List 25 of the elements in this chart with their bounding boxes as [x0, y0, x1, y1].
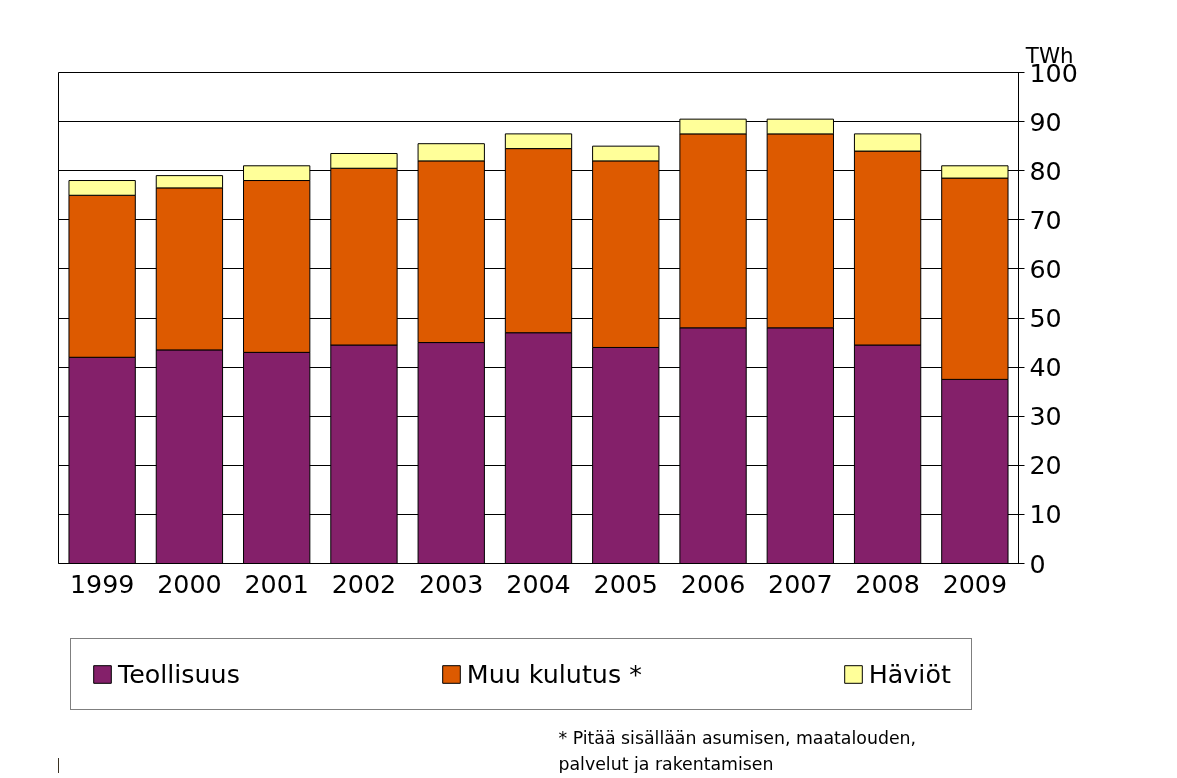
y-tick-label: 40: [1029, 352, 1062, 383]
y-tick-label: 60: [1029, 253, 1062, 284]
x-tick-label: 2008: [855, 568, 920, 599]
y-tick-label: 80: [1029, 155, 1062, 186]
x-tick-label: 2002: [331, 568, 397, 599]
legend-label: Teollisuus: [118, 659, 240, 689]
y-tick-label: 30: [1029, 401, 1062, 432]
y-tick-label: 90: [1029, 106, 1062, 137]
legend-label: Häviöt: [868, 659, 951, 689]
x-tick-label: 2000: [157, 568, 222, 599]
x-tick-label: 2005: [593, 568, 659, 599]
x-tick-label: 2007: [768, 568, 833, 599]
y-tick-label: 0: [1029, 548, 1046, 579]
y-tick-label: 10: [1029, 499, 1062, 530]
x-tick-label: 1999: [69, 568, 135, 599]
x-tick-label: 2009: [942, 568, 1008, 599]
y-tick-label: 50: [1029, 303, 1062, 333]
x-tick-label: 2003: [419, 568, 484, 599]
x-tick-label: 2004: [506, 568, 571, 599]
y-tick-label: 70: [1029, 204, 1062, 235]
x-tick-label: 2006: [680, 568, 746, 599]
y-tick-label: 20: [1029, 450, 1062, 481]
x-tick-label: 2001: [244, 568, 309, 599]
text: * Pitää sisällään asumisen, maatalouden, palvelut ja rakentamisen: [558, 727, 917, 774]
legend-label: Muu kulutus *: [466, 659, 642, 689]
